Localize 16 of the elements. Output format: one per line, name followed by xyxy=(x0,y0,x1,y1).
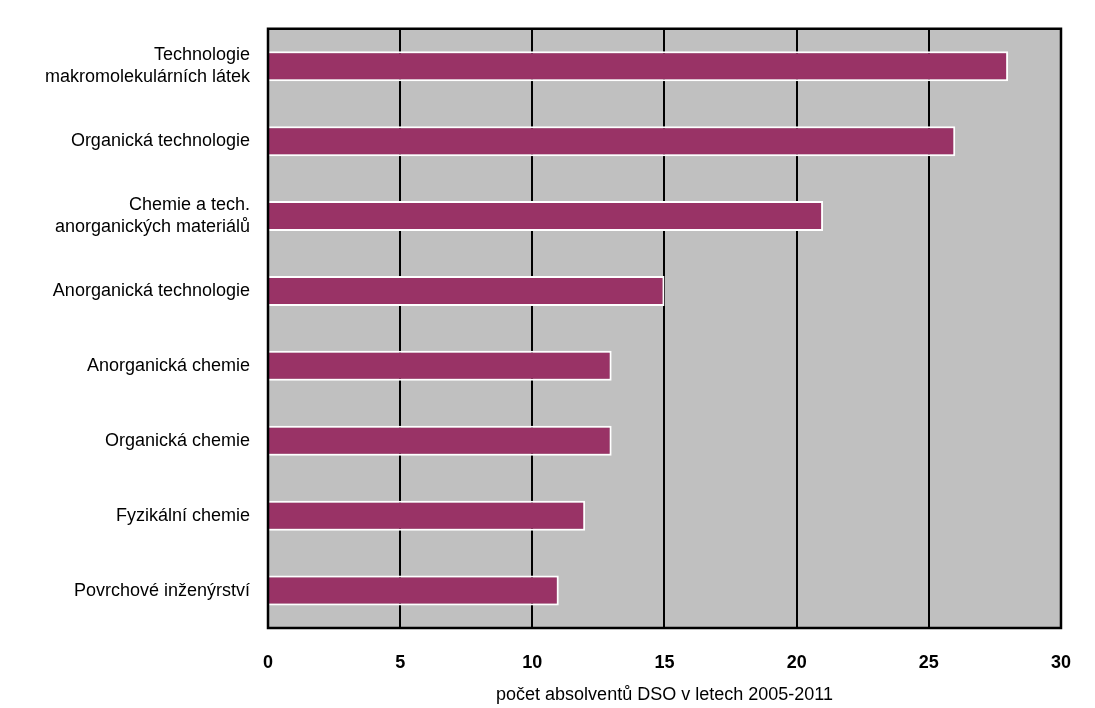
y-tick-label: Povrchové inženýrství xyxy=(73,579,250,600)
y-tick-label: Anorganická technologie xyxy=(52,279,250,300)
x-tick-label: 5 xyxy=(395,651,406,672)
x-tick-label: 15 xyxy=(654,651,675,672)
x-tick-label: 30 xyxy=(1050,651,1071,672)
y-tick-label: Chemie a tech. anorganických materiálů xyxy=(54,194,250,236)
x-axis-title: počet absolventů DSO v letech 2005-2011 xyxy=(496,684,833,705)
y-tick-label: Organická technologie xyxy=(70,130,250,151)
x-tick-label: 25 xyxy=(918,651,939,672)
y-tick-label: Organická chemie xyxy=(104,429,250,450)
y-tick-label: Technologie makromolekulárních látek xyxy=(44,44,251,87)
y-tick-label: Fyzikální chemie xyxy=(115,504,250,525)
x-tick-label: 10 xyxy=(522,651,543,672)
x-tick-label: 0 xyxy=(262,651,274,672)
y-tick-label: Anorganická chemie xyxy=(86,354,250,375)
x-tick-label: 20 xyxy=(786,651,807,672)
